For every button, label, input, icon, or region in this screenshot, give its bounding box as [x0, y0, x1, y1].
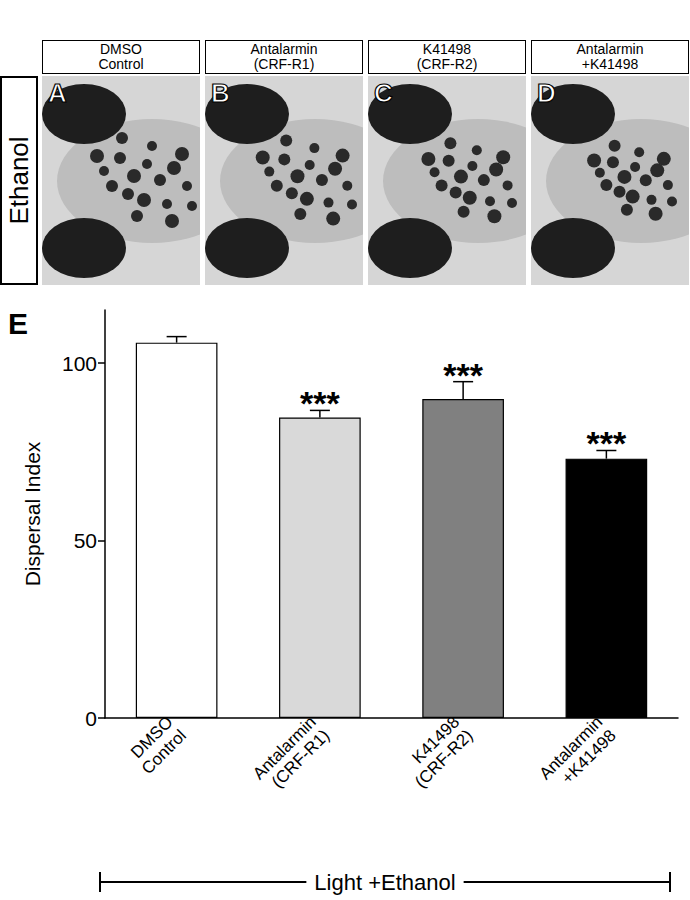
svg-text:C: C	[374, 78, 393, 108]
svg-text:0: 0	[85, 707, 97, 730]
svg-text:+K41498: +K41498	[558, 726, 620, 788]
svg-text:***: ***	[443, 356, 483, 394]
svg-text:***: ***	[300, 384, 340, 422]
svg-text:DMSO: DMSO	[127, 712, 177, 762]
svg-text:E: E	[8, 307, 28, 340]
svg-text:B: B	[211, 78, 230, 108]
svg-text:Dispersal Index: Dispersal Index	[21, 441, 44, 586]
svg-text:K41498: K41498	[408, 712, 464, 768]
html-text:Antalarmin (CRF-R1): Antalarmin (CRF-R1)	[250, 41, 318, 72]
svg-text:Control: Control	[138, 726, 190, 778]
svg-text:Light +Ethanol: Light +Ethanol	[314, 870, 455, 895]
svg-text:100: 100	[62, 352, 97, 375]
svg-text:(CRF-R2): (CRF-R2)	[411, 726, 476, 791]
svg-text:D: D	[537, 78, 556, 108]
html-text:K41498 (CRF-R2): K41498 (CRF-R2)	[416, 41, 478, 72]
svg-text:50: 50	[74, 529, 97, 552]
html-text:Antalarmin +K41498: Antalarmin +K41498	[576, 41, 644, 72]
svg-text:***: ***	[587, 424, 627, 462]
svg-text:A: A	[48, 78, 67, 108]
html-text:DMSO Control: DMSO Control	[98, 41, 144, 72]
svg-text:Antalarmin: Antalarmin	[249, 712, 320, 784]
svg-text:(CRF-R1): (CRF-R1)	[268, 726, 333, 791]
svg-text:Antalarmin: Antalarmin	[535, 712, 607, 784]
html-text:Ethanol: Ethanol	[3, 136, 34, 225]
